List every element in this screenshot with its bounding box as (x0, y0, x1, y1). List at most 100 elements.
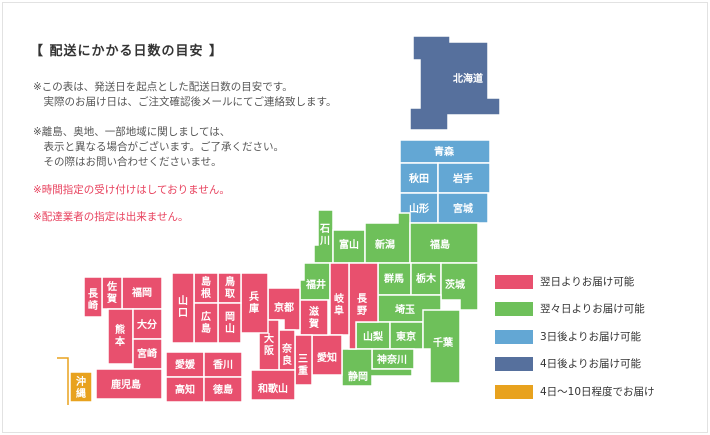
legend-swatch-day2 (495, 302, 533, 316)
label-ibaraki: 茨城 (445, 278, 465, 291)
label-tochigi: 栃木 (416, 272, 437, 285)
label-nagano-2: 野 (357, 305, 367, 317)
label-hyogo-2: 庫 (249, 302, 259, 315)
note-delivery-estimate: ※この表は、発送日を起点とした配送日数の目安です。 実際のお届け日は、ご注文確認… (33, 81, 337, 108)
label-shiga-1: 滋 (309, 305, 319, 318)
region-kumamoto (107, 308, 134, 365)
legend-swatch-day1 (495, 275, 533, 289)
region-okinawa (69, 371, 93, 403)
label-okinawa-2: 縄 (76, 387, 86, 400)
label-kumamoto-2: 本 (115, 335, 126, 348)
region-tochigi (410, 262, 442, 296)
region-tokushima (203, 376, 243, 403)
label-miyagi: 宮城 (453, 202, 473, 215)
label-aichi: 愛知 (317, 351, 337, 364)
warning-time-designation: ※時間指定の受け付けはしておりません。 (33, 184, 230, 196)
label-hyogo-1: 兵 (249, 290, 259, 303)
region-tokyo (389, 321, 424, 350)
region-iwate (437, 162, 491, 194)
label-saitama: 埼玉 (395, 303, 415, 316)
legend-swatch-day3 (495, 330, 533, 344)
label-iwate: 岩手 (452, 172, 473, 185)
legend-swatch-day4 (495, 357, 533, 371)
label-shiga-2: 賀 (308, 317, 319, 330)
label-chiba: 千葉 (433, 336, 454, 349)
legend-label-day10: 4日〜10日程度でお届け (540, 386, 655, 398)
label-niigata: 新潟 (375, 238, 395, 251)
warning-carrier-designation: ※配達業者の指定は出来ません。 (33, 211, 189, 223)
label-ishikawa-2: 川 (319, 235, 330, 247)
label-tokyo: 東京 (396, 330, 416, 343)
region-fukushima (409, 222, 479, 264)
label-kyoto: 京都 (274, 301, 294, 314)
label-aomori: 青森 (434, 145, 455, 158)
label-yamanashi: 山梨 (363, 330, 384, 343)
region-shiga (299, 299, 329, 336)
region-oita (132, 308, 163, 340)
label-shimane-1: 島 (201, 275, 211, 288)
okinawa-bracket (57, 357, 69, 405)
label-saga-1: 佐 (106, 280, 117, 293)
label-kochi: 高知 (175, 383, 195, 396)
legend-four-days: 4日後よりお届け可能 (495, 357, 695, 371)
label-gunma: 群馬 (384, 272, 404, 285)
legend-label-day4: 4日後よりお届け可能 (540, 358, 641, 370)
legend-label-day1: 翌日よりお届け可能 (540, 276, 635, 288)
region-miyagi (437, 192, 489, 224)
label-miyazaki: 宮崎 (137, 347, 157, 360)
label-okayama-2: 山 (225, 322, 235, 335)
label-tokushima: 徳島 (212, 383, 233, 396)
label-toyama: 富山 (339, 238, 359, 251)
label-gifu-2: 阜 (334, 304, 344, 317)
legend-two-days: 翌々日よりお届け可能 (495, 302, 695, 316)
region-chiba (422, 309, 461, 384)
label-saga-2: 賀 (106, 292, 117, 305)
region-wakayama (250, 369, 296, 401)
legend-label-day3: 3日後よりお届け可能 (540, 331, 641, 343)
label-okinawa-1: 沖 (76, 375, 86, 388)
label-yamagata: 山形 (409, 202, 429, 215)
label-fukuoka: 福岡 (131, 286, 152, 299)
label-tottori-1: 鳥 (225, 275, 235, 288)
legend-three-days: 3日後よりお届け可能 (495, 330, 695, 344)
region-akita (399, 162, 439, 194)
label-mie-1: 三 (298, 353, 308, 365)
region-hokkaido (409, 35, 501, 131)
label-nagasaki-1: 長 (88, 288, 99, 300)
label-osaka-1: 大 (264, 332, 274, 345)
label-yamaguchi-2: 口 (178, 308, 188, 319)
page-title: 【 配送にかかる日数の目安 】 (30, 44, 224, 59)
label-hiroshima-1: 広 (201, 310, 211, 323)
region-miyazaki (132, 338, 163, 370)
legend-label-day2: 翌々日よりお届け可能 (540, 303, 645, 315)
label-mie-2: 重 (298, 364, 308, 377)
region-hiroshima (193, 302, 219, 344)
label-okayama-1: 岡 (225, 311, 235, 323)
label-osaka-2: 阪 (264, 344, 275, 357)
label-wakayama: 和歌山 (257, 382, 288, 395)
legend-next-day: 翌日よりお届け可能 (495, 275, 695, 289)
label-kumamoto-1: 熊 (115, 323, 125, 336)
legend-ten-days: 4日〜10日程度でお届け (495, 385, 695, 399)
label-fukui: 福井 (305, 278, 326, 291)
label-ishikawa-1: 石 (319, 223, 330, 235)
region-yamaguchi (171, 272, 195, 344)
region-shizuoka (341, 348, 413, 387)
label-gifu-1: 岐 (334, 292, 344, 305)
label-hokkaido: 北海道 (453, 72, 483, 85)
region-hyogo (240, 272, 269, 334)
label-tottori-2: 取 (225, 288, 236, 300)
label-kagoshima: 鹿児島 (111, 378, 141, 391)
label-kanagawa: 神奈川 (377, 353, 407, 366)
label-nagasaki-2: 崎 (88, 299, 98, 312)
label-oita: 大分 (137, 318, 157, 331)
label-shimane-2: 根 (201, 287, 211, 300)
label-nara-2: 良 (282, 354, 292, 367)
region-niigata (364, 212, 411, 264)
region-nagasaki (83, 276, 103, 318)
region-nagano (348, 262, 379, 350)
region-aichi (311, 334, 343, 376)
label-kagawa: 香川 (213, 358, 233, 371)
region-kagoshima (95, 368, 163, 400)
